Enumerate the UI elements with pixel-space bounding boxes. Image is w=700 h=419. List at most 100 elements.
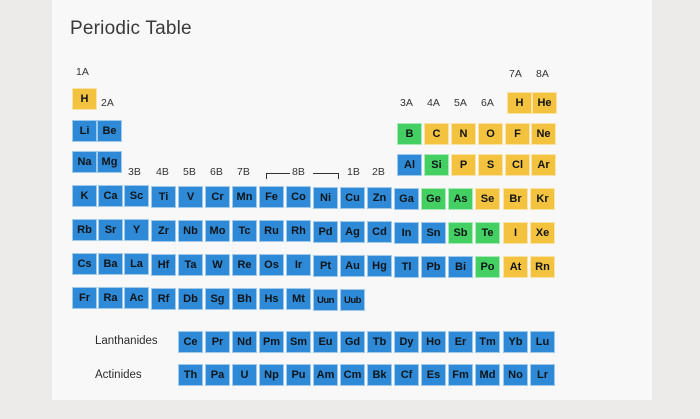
- element-cell: Pu: [286, 364, 311, 386]
- element-cell: Y: [124, 219, 149, 241]
- element-cell: Co: [286, 186, 311, 208]
- element-cell: P: [451, 154, 476, 176]
- element-cell: Ca: [98, 185, 123, 207]
- element-cell: Fe: [259, 186, 284, 208]
- element-cell: Mo: [205, 220, 230, 242]
- element-cell: Lr: [530, 364, 555, 386]
- element-cell: Tc: [232, 220, 257, 242]
- element-cell: Re: [232, 254, 257, 276]
- element-cell: Th: [178, 364, 203, 386]
- element-cell: Pm: [259, 331, 284, 353]
- element-cell: Es: [421, 364, 446, 386]
- element-cell: S: [478, 154, 503, 176]
- element-cell: Ne: [531, 123, 556, 145]
- group-label-3b: 3B: [128, 166, 141, 178]
- group-label-8b: 8B: [292, 166, 305, 178]
- element-cell: Zr: [151, 220, 176, 242]
- element-cell: Cm: [340, 364, 365, 386]
- element-cell: Po: [475, 256, 500, 278]
- element-cell: Cl: [505, 154, 530, 176]
- element-cell: K: [72, 185, 97, 207]
- element-cell: Pa: [205, 364, 230, 386]
- element-cell: Fm: [448, 364, 473, 386]
- element-cell: Rf: [151, 288, 176, 310]
- group-label-5b: 5B: [183, 166, 196, 178]
- element-cell: Sg: [205, 288, 230, 310]
- element-cell: He: [532, 92, 557, 114]
- element-cell: Sn: [421, 222, 446, 244]
- actinides-label: Actinides: [95, 369, 142, 381]
- element-cell: Ba: [98, 253, 123, 275]
- element-cell: Hf: [151, 254, 176, 276]
- element-cell: O: [478, 123, 503, 145]
- element-cell: Se: [475, 188, 500, 210]
- group-label-4a: 4A: [427, 97, 440, 109]
- group-label-7b: 7B: [237, 166, 250, 178]
- group-label-2b: 2B: [372, 166, 385, 178]
- element-cell: Bi: [448, 256, 473, 278]
- element-cell: Hs: [259, 288, 284, 310]
- element-cell: Ac: [124, 287, 149, 309]
- element-cell: Pt: [313, 255, 338, 277]
- element-cell: Ho: [421, 331, 446, 353]
- element-cell: Gd: [340, 331, 365, 353]
- element-cell: No: [503, 364, 528, 386]
- element-cell: Sr: [98, 219, 123, 241]
- element-cell: Br: [503, 188, 528, 210]
- element-cell: Cs: [72, 253, 97, 275]
- element-cell: B: [397, 123, 422, 145]
- element-cell: Ar: [531, 154, 556, 176]
- group-label-8a: 8A: [536, 68, 549, 80]
- group-8b-bracket-right-tick: [338, 173, 339, 179]
- element-cell: C: [424, 123, 449, 145]
- element-cell: Er: [448, 331, 473, 353]
- element-cell: Cd: [367, 221, 392, 243]
- element-cell: As: [448, 188, 473, 210]
- element-cell: Rb: [72, 219, 97, 241]
- element-cell: Pd: [313, 221, 338, 243]
- lanthanides-label: Lanthanides: [95, 335, 158, 347]
- element-cell: U: [232, 364, 257, 386]
- element-cell: Lu: [530, 331, 555, 353]
- element-cell: Sc: [124, 185, 149, 207]
- element-cell: Nd: [232, 331, 257, 353]
- element-cell: Ti: [151, 186, 176, 208]
- group-label-2a: 2A: [101, 97, 114, 109]
- element-cell: Mt: [286, 288, 311, 310]
- group-label-3a: 3A: [400, 97, 413, 109]
- group-8b-bracket-left-tick: [266, 173, 267, 179]
- element-cell: Ra: [98, 287, 123, 309]
- element-cell: N: [451, 123, 476, 145]
- element-cell: Ta: [178, 254, 203, 276]
- element-cell: Si: [424, 154, 449, 176]
- element-cell: Ga: [394, 188, 419, 210]
- element-cell: Am: [313, 364, 338, 386]
- element-cell: Be: [97, 120, 122, 142]
- element-cell: Zn: [367, 187, 392, 209]
- element-cell: Tb: [367, 331, 392, 353]
- element-cell: V: [178, 186, 203, 208]
- element-cell: Ru: [259, 220, 284, 242]
- element-cell: Pr: [205, 331, 230, 353]
- group-label-1b: 1B: [347, 166, 360, 178]
- group-label-4b: 4B: [156, 166, 169, 178]
- element-cell: Li: [72, 120, 97, 142]
- element-cell: Cu: [340, 187, 365, 209]
- element-cell: Al: [397, 154, 422, 176]
- element-cell: Ce: [178, 331, 203, 353]
- element-cell: Kr: [530, 188, 555, 210]
- group-label-7a: 7A: [509, 68, 522, 80]
- element-cell: Xe: [530, 222, 555, 244]
- element-cell: Rn: [530, 256, 555, 278]
- element-cell: H: [72, 88, 97, 110]
- element-cell: I: [503, 222, 528, 244]
- group-8b-bracket-left: [266, 173, 290, 174]
- element-cell: At: [503, 256, 528, 278]
- element-cell: Os: [259, 254, 284, 276]
- element-cell: Hg: [367, 255, 392, 277]
- element-cell: Uun: [313, 289, 338, 311]
- element-cell: Dy: [394, 331, 419, 353]
- element-cell: Sb: [448, 222, 473, 244]
- element-cell: Te: [475, 222, 500, 244]
